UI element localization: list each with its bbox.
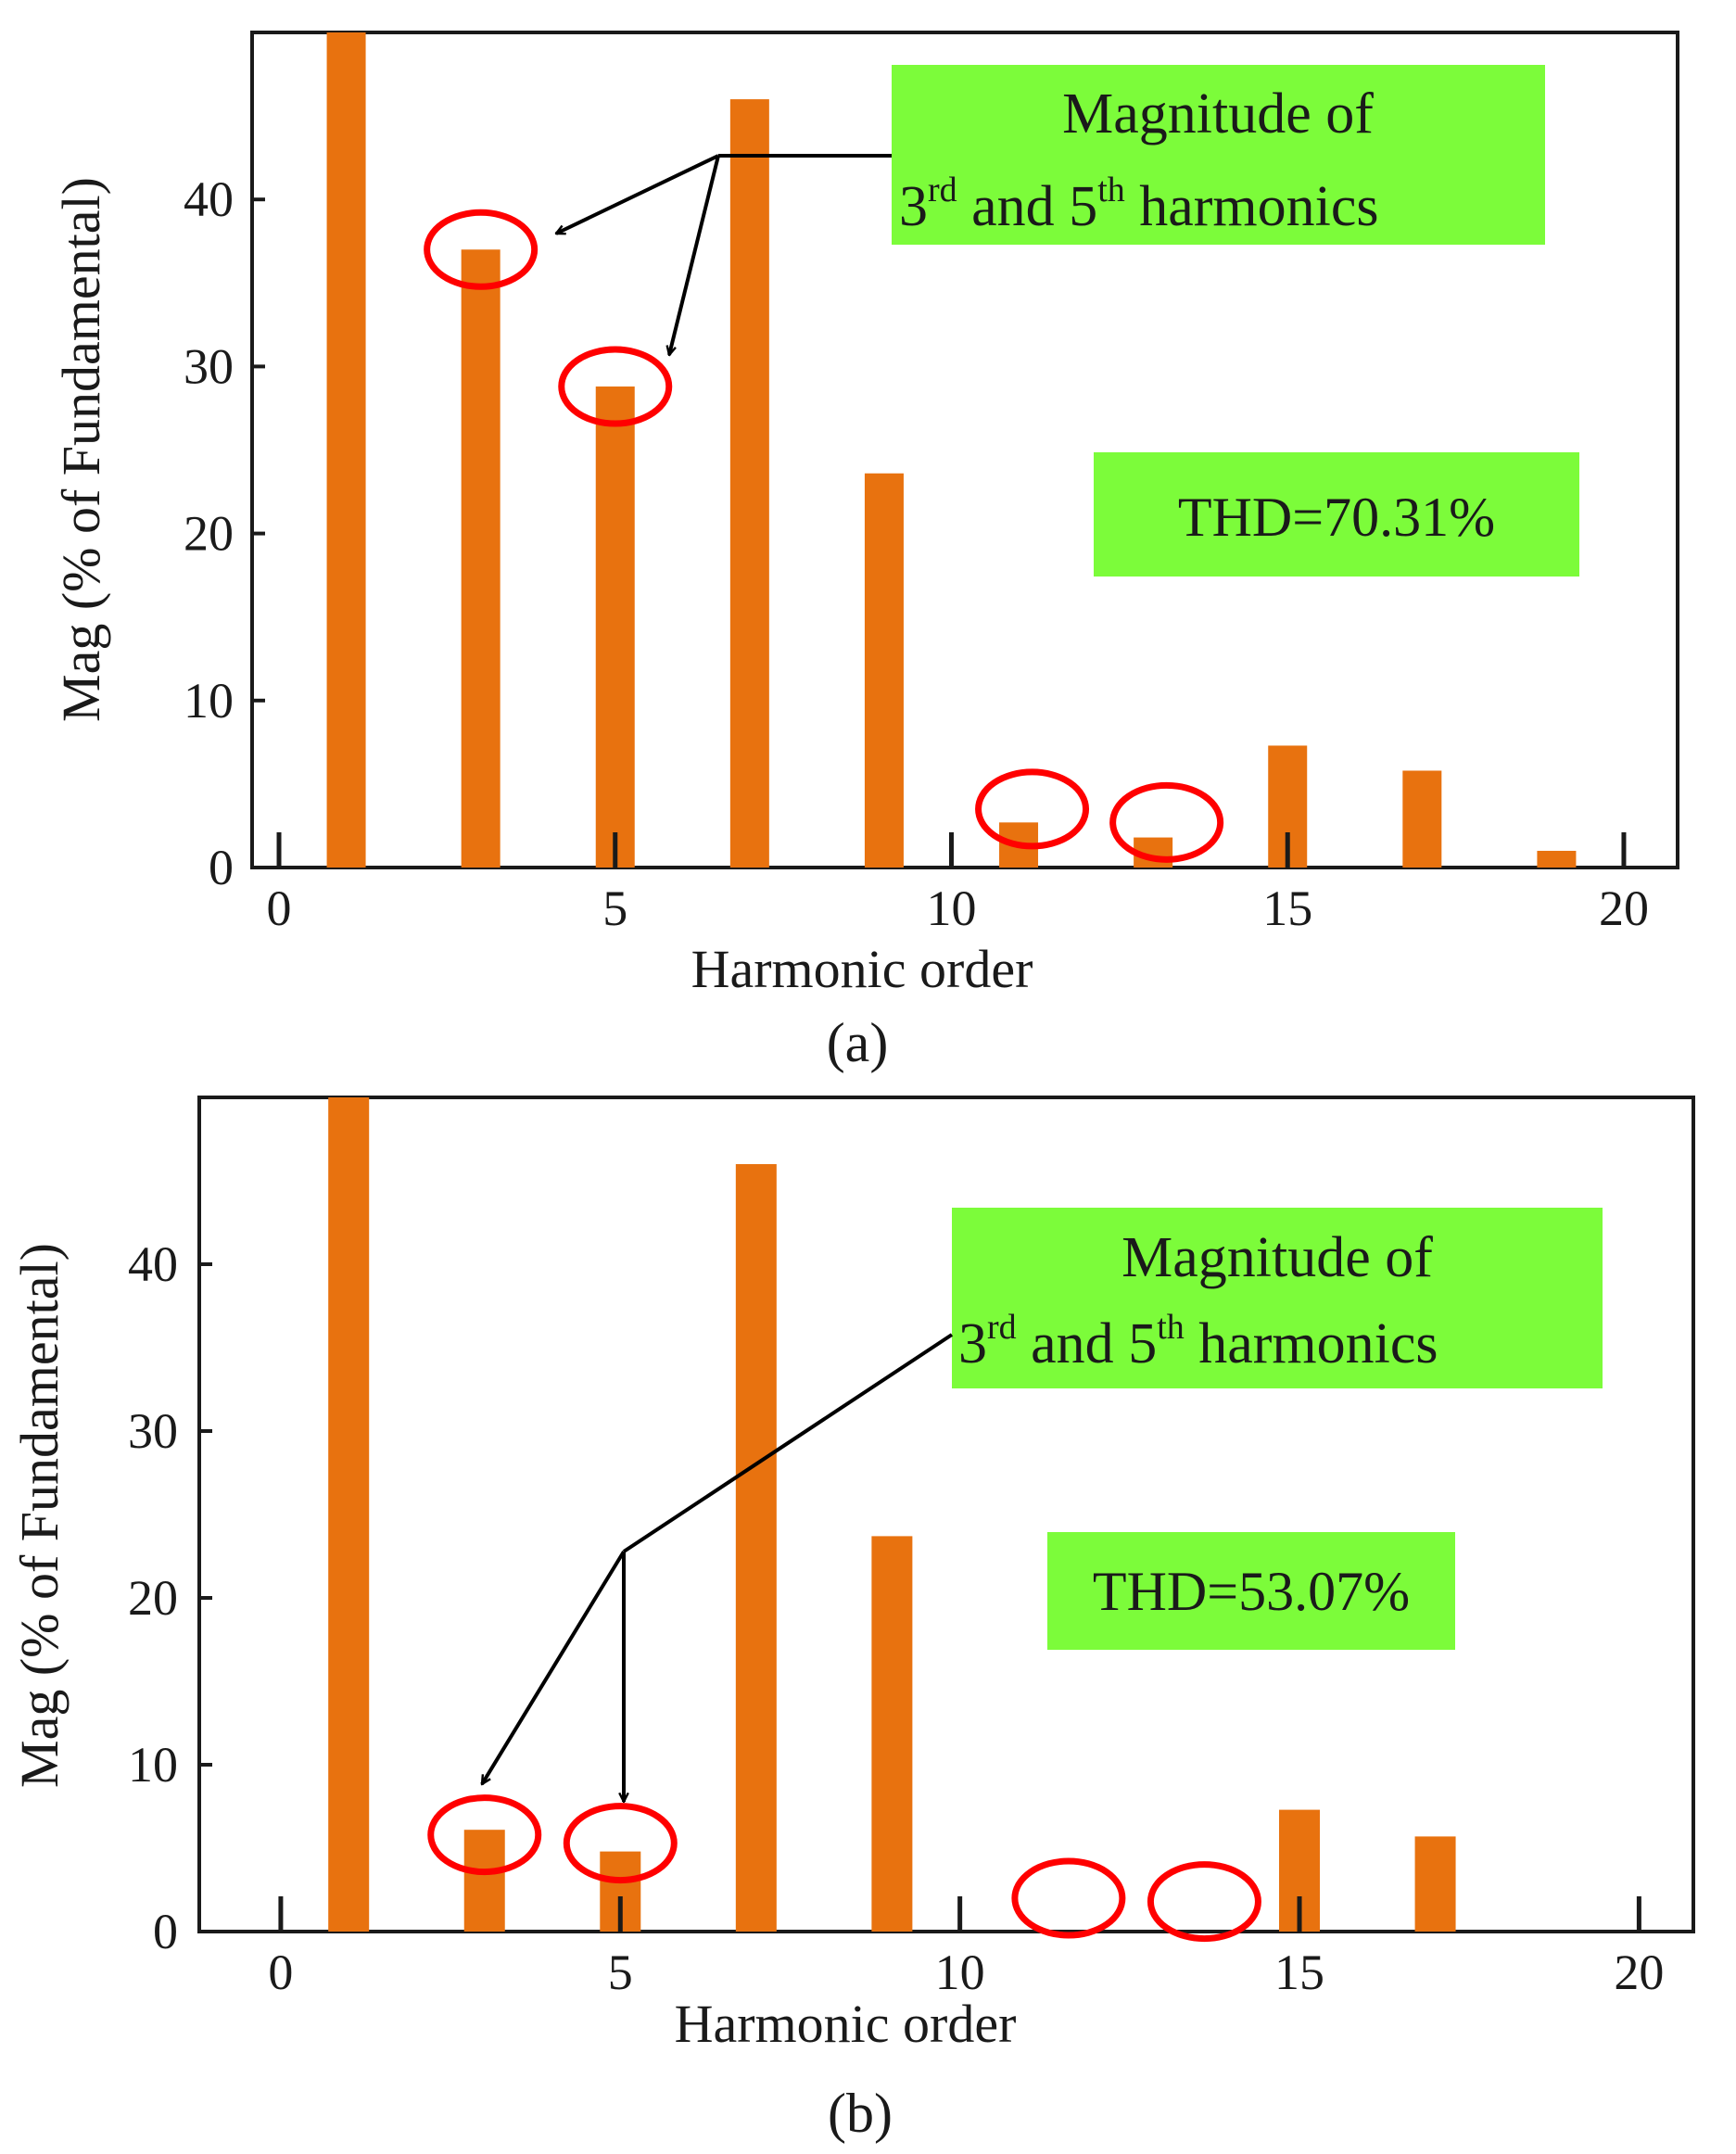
y-tick-label: 30 bbox=[184, 338, 234, 394]
x-tick-label: 15 bbox=[1274, 1945, 1324, 2000]
bar-h17 bbox=[1402, 770, 1442, 868]
annotation-sup2: th bbox=[1157, 1308, 1185, 1347]
plot-frame bbox=[250, 31, 1679, 869]
highlight-circle-h5 bbox=[563, 1803, 678, 1884]
bar-h5 bbox=[595, 386, 635, 868]
highlight-circle-h13 bbox=[1109, 781, 1224, 863]
x-axis-title: Harmonic order bbox=[691, 939, 1033, 999]
highlight-circle-h3 bbox=[427, 1794, 542, 1876]
annotation-mid: and bbox=[957, 175, 1070, 238]
annotation-sup1: rd bbox=[928, 171, 957, 209]
annotation-line1: Magnitude of bbox=[1062, 82, 1374, 146]
x-tick-label: 15 bbox=[1262, 881, 1312, 936]
bar-h1 bbox=[328, 1097, 370, 1932]
bar-h9 bbox=[864, 473, 904, 868]
axis-ticks: 0 5 10 15 20 0 10 20 30 40 bbox=[184, 171, 1649, 936]
thd-value: THD=53.07% bbox=[1093, 1561, 1410, 1622]
highlight-circle-h13 bbox=[1147, 1861, 1261, 1943]
y-axis-title: Mag (% of Fundamental) bbox=[9, 1243, 70, 1788]
arrow-to-h3 bbox=[480, 1550, 626, 1784]
highlight-circles bbox=[424, 209, 1224, 863]
arrow-to-h5 bbox=[669, 155, 720, 355]
annotation-n1: 3 bbox=[958, 1312, 987, 1375]
panel-caption: (b) bbox=[828, 2083, 893, 2144]
annotation-box bbox=[892, 65, 1545, 245]
annotation-arrows bbox=[480, 1333, 954, 1802]
highlight-circle-h11 bbox=[1011, 1857, 1126, 1939]
bar-h19 bbox=[1537, 850, 1577, 868]
panel-b: 0 5 10 15 20 0 10 20 30 40 Magnitude of 3rd and 5… bbox=[9, 1096, 1695, 2144]
y-tick-label: 30 bbox=[128, 1403, 178, 1459]
bar-h7 bbox=[729, 99, 769, 868]
x-tick-label: 10 bbox=[926, 881, 976, 936]
x-tick-label: 20 bbox=[1614, 1945, 1664, 2000]
x-tick-label: 5 bbox=[602, 881, 627, 936]
annotation-box bbox=[952, 1208, 1603, 1388]
annotation-sup1: rd bbox=[987, 1308, 1017, 1347]
bar-h3 bbox=[463, 1830, 505, 1932]
bar-h1 bbox=[326, 32, 366, 868]
highlight-circles bbox=[427, 1794, 1261, 1943]
x-tick-label: 5 bbox=[608, 1945, 633, 2000]
annotation-n1: 3 bbox=[899, 175, 928, 238]
bar-h7 bbox=[735, 1164, 777, 1932]
y-tick-label: 20 bbox=[184, 506, 234, 562]
annotation-sup2: th bbox=[1097, 171, 1125, 209]
y-tick-label: 10 bbox=[184, 673, 234, 729]
y-tick-label: 0 bbox=[209, 840, 234, 895]
panel-caption: (a) bbox=[827, 1012, 889, 1073]
y-tick-label: 20 bbox=[128, 1570, 178, 1626]
bar-h3 bbox=[461, 249, 501, 868]
x-tick-label: 10 bbox=[935, 1945, 985, 2000]
bar-h9 bbox=[871, 1536, 913, 1932]
highlight-circle-h3 bbox=[424, 209, 539, 290]
thd-box bbox=[1094, 452, 1579, 577]
annotation-line2: 3rd and 5th harmonics bbox=[899, 171, 1379, 238]
arrow-to-h3 bbox=[556, 154, 719, 235]
x-tick-label: 0 bbox=[267, 881, 292, 936]
highlight-circle-h11 bbox=[975, 768, 1090, 850]
highlight-circle-h5 bbox=[558, 346, 673, 427]
annotation-arrows bbox=[556, 154, 892, 355]
thd-value: THD=70.31% bbox=[1178, 487, 1495, 548]
annotation-tail: harmonics bbox=[1185, 1312, 1438, 1375]
y-tick-label: 40 bbox=[128, 1236, 178, 1292]
bar-h17 bbox=[1414, 1836, 1456, 1932]
y-axis-title: Mag (% of Fundamental) bbox=[51, 177, 111, 722]
bar-series bbox=[328, 1097, 1456, 1932]
x-axis-title: Harmonic order bbox=[675, 1994, 1017, 2054]
y-tick-label: 0 bbox=[153, 1904, 178, 1959]
bar-series bbox=[326, 32, 1577, 868]
annotation-n2: 5 bbox=[1069, 175, 1097, 238]
panel-a: 0 5 10 15 20 0 10 20 30 40 Magnitude of 3rd and 5… bbox=[51, 31, 1679, 1073]
plot-frame bbox=[197, 1096, 1695, 1933]
annotation-mid: and bbox=[1017, 1312, 1129, 1375]
axis-ticks: 0 5 10 15 20 0 10 20 30 40 bbox=[128, 1236, 1664, 2000]
y-tick-label: 40 bbox=[184, 171, 234, 227]
thd-box bbox=[1047, 1532, 1455, 1650]
y-tick-label: 10 bbox=[128, 1737, 178, 1793]
annotation-n2: 5 bbox=[1128, 1312, 1157, 1375]
x-tick-label: 20 bbox=[1599, 881, 1649, 936]
annotation-tail: harmonics bbox=[1125, 175, 1379, 238]
annotation-line1: Magnitude of bbox=[1121, 1226, 1433, 1289]
annotation-line2: 3rd and 5th harmonics bbox=[958, 1308, 1438, 1375]
arrow-shaft bbox=[622, 1333, 954, 1553]
x-tick-label: 0 bbox=[268, 1945, 293, 2000]
